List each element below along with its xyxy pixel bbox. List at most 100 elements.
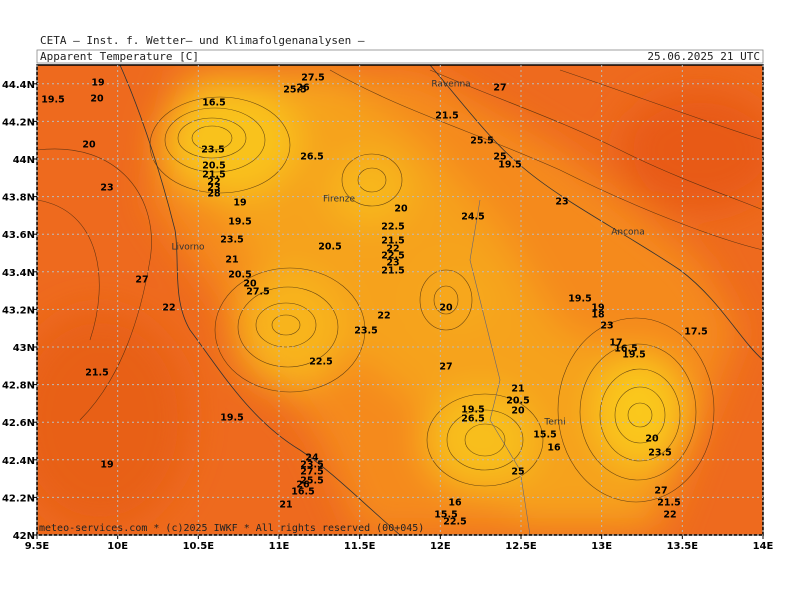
contour-label: 26 [296, 480, 310, 491]
y-tick-label: 43.6N [2, 230, 35, 241]
y-tick-label: 43N [13, 343, 35, 354]
city-label: Livorno [171, 243, 205, 253]
x-tick-label: 10E [107, 541, 128, 552]
contour-label: 27 [654, 486, 667, 497]
contour-label: 20 [439, 303, 453, 314]
contour-label: 27 [439, 362, 452, 373]
contour-label: 21.5 [381, 266, 404, 277]
city-label: Ancona [611, 228, 645, 238]
footer: meteo-services.com * (c)2025 IWKF * All … [39, 523, 424, 534]
contour-label: 19 [91, 78, 104, 89]
contour-label: 21.5 [381, 236, 404, 247]
contour-label: 19.5 [41, 95, 64, 106]
contour-label: 27.5 [300, 467, 323, 478]
contour-label: 18 [591, 310, 605, 321]
y-tick-label: 42.6N [2, 418, 35, 429]
contour-label: 27 [493, 83, 506, 94]
contour-label: 25.5 [300, 476, 323, 487]
contour-label: 20 [645, 434, 659, 445]
contour-label: 19 [233, 198, 246, 209]
contour-label: 25 [511, 467, 524, 478]
x-tick-label: 13E [591, 541, 612, 552]
y-tick-label: 44N [13, 155, 35, 166]
institute: CETA — Inst. f. Wetter— und Klimafolgena… [40, 34, 365, 47]
timestamp: 25.06.2025 21 UTC [647, 50, 760, 63]
contour-label: 21 [511, 384, 524, 395]
contour-label: 19 [591, 303, 604, 314]
contour-label: 27.5 [246, 287, 269, 298]
contour-label: 22 [207, 177, 220, 188]
contour-label: 19.5 [568, 294, 591, 305]
x-tick-label: 13.5E [667, 541, 699, 552]
y-tick-label: 42.2N [2, 493, 35, 504]
contour-label: 25.5 [470, 136, 493, 147]
city-label: Ravenna [431, 80, 470, 90]
contour-label: 22.5 [381, 251, 404, 262]
contour-label: 23 [555, 197, 568, 208]
contour-label: 19.5 [220, 413, 243, 424]
city-label: Terni [543, 418, 565, 428]
contour-label: 23 [386, 258, 399, 269]
contour-label: 21 [279, 500, 292, 511]
contour-label: 22.5 [443, 517, 466, 528]
x-tick-label: 10.5E [183, 541, 215, 552]
contour-label: 16 [547, 443, 561, 454]
contour-label: 21.5 [435, 111, 458, 122]
contour-label: 19 [100, 460, 113, 471]
contour-label: 23.5 [300, 460, 323, 471]
contour-label: 20.5 [228, 270, 251, 281]
y-tick-label: 42.8N [2, 381, 35, 392]
contour-label: 23 [600, 321, 613, 332]
contour-label: 25.5 [283, 85, 306, 96]
x-tick-label: 12.5E [505, 541, 537, 552]
x-tick-label: 14E [753, 541, 774, 552]
contour-label: 17 [609, 338, 622, 349]
contour-label: 16.5 [614, 344, 637, 355]
contour-label: 22 [663, 510, 676, 521]
contour-label: 28 [207, 189, 221, 200]
contour-label: 16.5 [291, 487, 314, 498]
contour-label: 20 [82, 140, 96, 151]
x-tick-label: 11E [269, 541, 290, 552]
contour-label: 26.5 [461, 414, 484, 425]
x-tick-label: 12E [430, 541, 451, 552]
x-tick-label: 11.5E [344, 541, 376, 552]
contour-label: 22 [377, 311, 390, 322]
contour-label: 26.5 [300, 152, 323, 163]
contour-label: 20.5 [506, 396, 529, 407]
contour-label: 23.5 [648, 448, 671, 459]
title-box [36, 49, 764, 64]
y-tick-label: 43.8N [2, 193, 35, 204]
contour-label: 16.5 [202, 98, 225, 109]
contour-label: 24 [305, 453, 319, 464]
contour-label: 19.5 [461, 405, 484, 416]
contour-label: 20 [90, 94, 104, 105]
city-label: Firenze [323, 195, 355, 205]
y-tick-label: 42.4N [2, 456, 35, 467]
contour-label: 19.5 [498, 160, 521, 171]
contour-label: 23.5 [220, 235, 243, 246]
contour-label: 16 [448, 498, 462, 509]
contour-label: 21 [225, 255, 238, 266]
contour-label: 21.5 [85, 368, 108, 379]
contour-label: 23 [207, 183, 220, 194]
contour-label: 25 [493, 152, 506, 163]
contour-label: 22 [386, 244, 399, 255]
contour-label: 20 [511, 406, 525, 417]
contour-label: 19.5 [228, 217, 251, 228]
contour-label: 24.5 [461, 212, 484, 223]
contour-label: 27.5 [301, 73, 324, 84]
contour-label: 15.5 [533, 430, 556, 441]
contour-label: 20 [394, 204, 408, 215]
contour-label: 23.5 [354, 326, 377, 337]
y-tick-label: 44.4N [2, 80, 35, 91]
contour-label: 19.5 [622, 350, 645, 361]
contour-label: 23.5 [201, 145, 224, 156]
contour-label: 23 [100, 183, 113, 194]
y-tick-label: 44.2N [2, 117, 35, 128]
y-tick-label: 43.2N [2, 305, 35, 316]
contour-label: 15.5 [434, 510, 457, 521]
contour-label: 22.5 [381, 222, 404, 233]
